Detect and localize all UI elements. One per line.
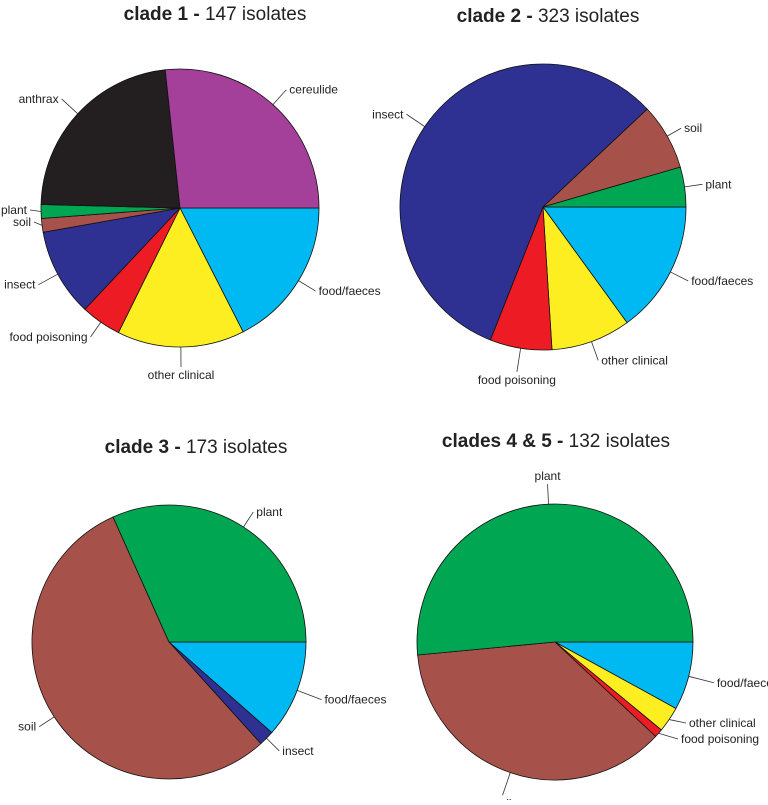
leader-line-food-faeces	[670, 272, 688, 281]
slice-label-food-poisoning: food poisoning	[681, 732, 759, 746]
slice-label-cereulide: cereulide	[289, 83, 338, 97]
pie-slice-anthrax	[41, 70, 180, 208]
chart-title-count: 173 isolates	[186, 437, 287, 458]
slice-label-other-clinical: other clinical	[689, 716, 756, 730]
slice-label-soil: soil	[18, 720, 36, 734]
leader-line-insect	[266, 738, 279, 751]
chart-title: clade 2 - 323 isolates	[457, 6, 640, 27]
leader-line-other-clinical	[591, 342, 598, 361]
pie-chart-1: clade 1 - 147 isolates food/faeces other c…	[1, 4, 381, 382]
slice-label-plant: plant	[705, 177, 732, 191]
leader-line-food-faeces	[299, 281, 316, 291]
leader-line-cereulide	[273, 90, 286, 105]
slice-label-food-faeces: food/faeces	[324, 693, 386, 707]
slice-label-insect: insect	[4, 278, 36, 292]
leader-line-food-poisoning	[517, 348, 521, 372]
leader-line-food-faeces	[689, 676, 714, 682]
leader-line-other-clinical	[669, 720, 686, 723]
pie-chart-4: clades 4 & 5 - 132 isolates food/faeces ot…	[417, 431, 768, 800]
leader-line-plant	[30, 210, 41, 211]
leader-line-food-poisoning	[91, 322, 101, 337]
leader-line-anthrax	[62, 99, 78, 114]
slice-label-soil: soil	[494, 796, 512, 800]
leader-line-plant	[548, 484, 549, 504]
pie-slice-plant	[417, 504, 693, 655]
chart-title: clade 3 - 173 isolates	[105, 437, 288, 458]
leader-line-soil	[39, 717, 54, 727]
chart-title-bold: clade 2 -	[457, 6, 538, 27]
slice-label-plant: plant	[1, 203, 28, 217]
chart-title-count: 132 isolates	[569, 431, 670, 452]
pie-chart-3: clade 3 - 173 isolates food/faeces insect s…	[18, 437, 386, 779]
slice-label-food-faeces: food/faeces	[319, 284, 381, 298]
slice-label-soil: soil	[13, 215, 31, 229]
slice-label-food-poisoning: food poisoning	[9, 330, 87, 344]
chart-title-count: 147 isolates	[205, 4, 306, 25]
slice-label-plant: plant	[535, 469, 562, 483]
leader-line-soil	[503, 773, 511, 796]
chart-title-bold: clade 3 -	[105, 437, 186, 458]
slice-label-food-faeces: food/faeces	[717, 676, 768, 690]
chart-title: clades 4 & 5 - 132 isolates	[442, 431, 670, 452]
leader-line-soil	[667, 128, 681, 136]
slice-label-soil: soil	[684, 121, 702, 135]
leader-line-food-faeces	[297, 690, 321, 699]
slice-label-food-poisoning: food poisoning	[478, 373, 556, 387]
chart-title-count: 323 isolates	[538, 6, 639, 27]
chart-title: clade 1 - 147 isolates	[124, 4, 307, 25]
slice-label-food-faeces: food/faeces	[691, 274, 753, 288]
slice-label-insect: insect	[282, 744, 314, 758]
chart-title-bold: clades 4 & 5 -	[442, 431, 569, 452]
chart-title-bold: clade 1 -	[124, 4, 205, 25]
slice-label-other-clinical: other clinical	[148, 368, 215, 382]
leader-line-plant	[685, 184, 703, 187]
slice-label-plant: plant	[256, 505, 283, 519]
slice-label-insect: insect	[372, 107, 404, 121]
leader-line-food-poisoning	[659, 733, 678, 739]
leader-line-soil	[34, 222, 42, 225]
slice-label-other-clinical: other clinical	[601, 353, 668, 367]
pie-chart-2: clade 2 - 323 isolates food/faeces other c…	[372, 6, 753, 387]
leader-line-insect	[407, 114, 425, 126]
leader-line-plant	[244, 512, 254, 527]
leader-line-insect	[38, 274, 57, 284]
slice-label-anthrax: anthrax	[19, 92, 59, 106]
